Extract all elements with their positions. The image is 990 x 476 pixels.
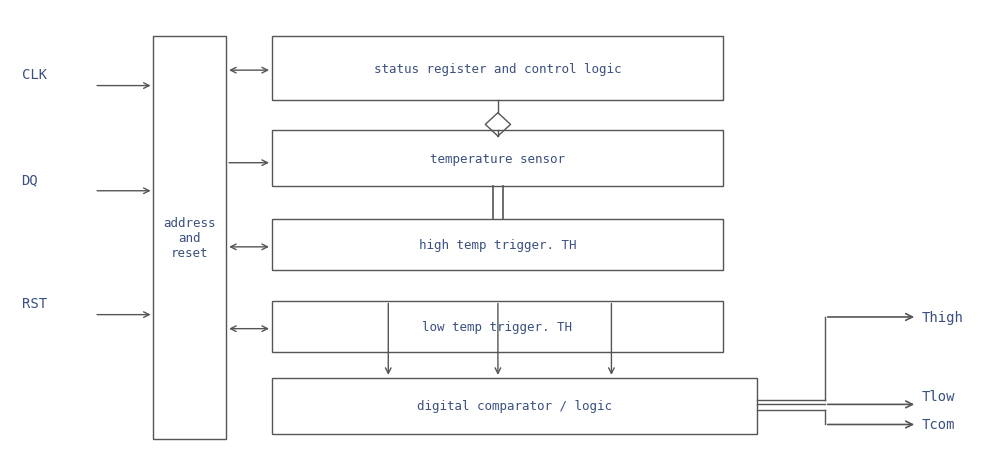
- Bar: [272, 378, 757, 434]
- Text: digital comparator / logic: digital comparator / logic: [417, 399, 612, 412]
- Text: RST: RST: [22, 297, 47, 310]
- Text: temperature sensor: temperature sensor: [430, 152, 565, 165]
- Text: Thigh: Thigh: [922, 310, 963, 324]
- Bar: [153, 38, 227, 438]
- Text: status register and control logic: status register and control logic: [373, 62, 621, 75]
- Text: Tcom: Tcom: [922, 417, 955, 432]
- Text: DQ: DQ: [22, 173, 39, 187]
- Bar: [272, 219, 723, 271]
- Text: CLK: CLK: [22, 68, 47, 82]
- Bar: [272, 131, 723, 187]
- Text: address
and
reset: address and reset: [163, 217, 216, 259]
- Bar: [272, 38, 723, 100]
- Text: high temp trigger. TH: high temp trigger. TH: [419, 238, 576, 251]
- Text: low temp trigger. TH: low temp trigger. TH: [423, 320, 572, 333]
- Text: Tlow: Tlow: [922, 390, 955, 404]
- Bar: [272, 301, 723, 352]
